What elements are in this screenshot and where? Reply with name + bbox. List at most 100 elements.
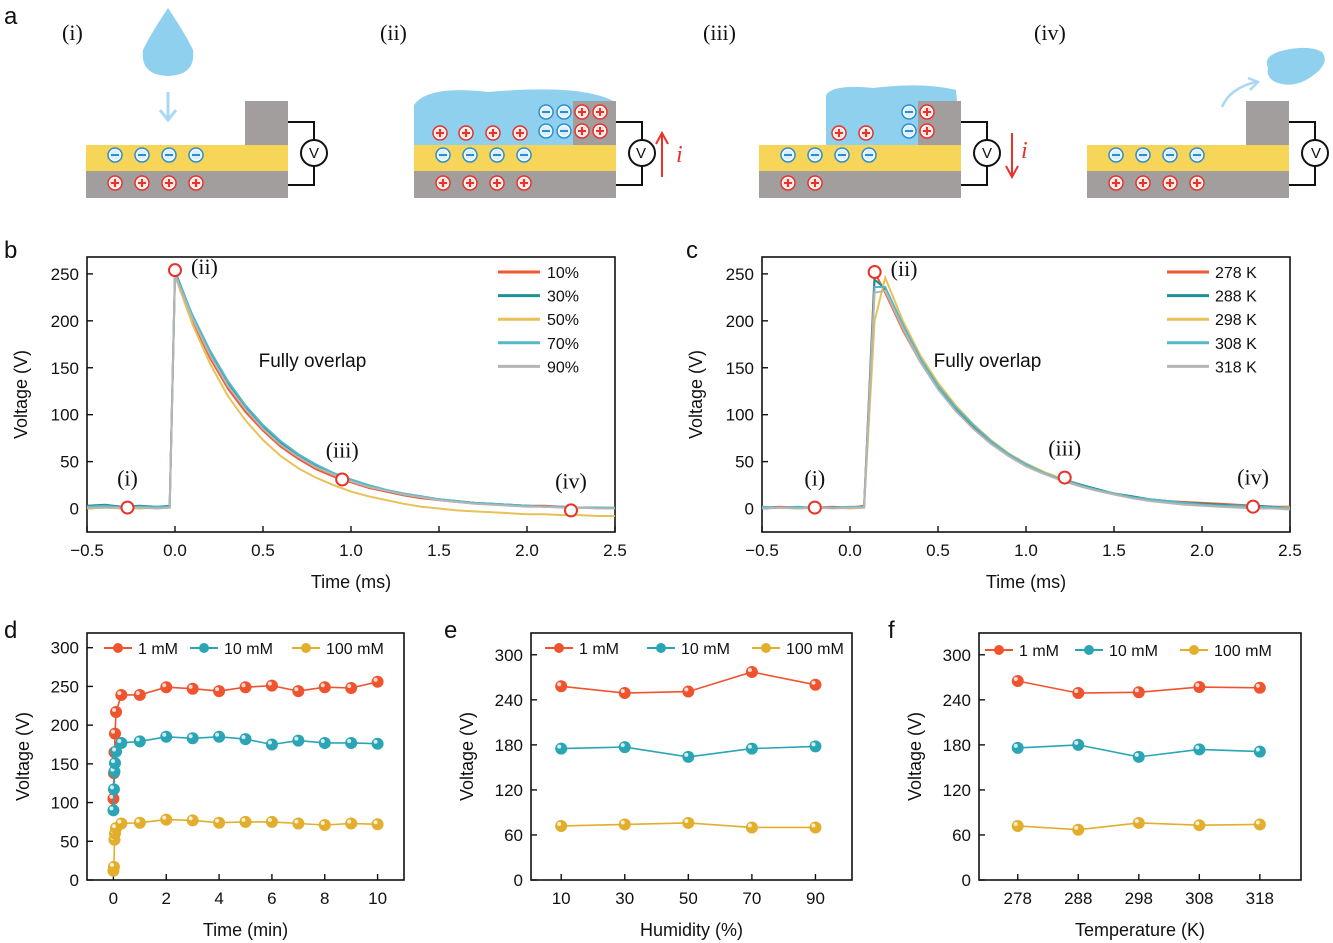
- data-point: [1132, 816, 1145, 829]
- data-point: [555, 819, 568, 832]
- legend-item: 100 mM: [1180, 643, 1272, 660]
- x-tick-label: 278: [1004, 889, 1032, 908]
- x-tick-label: 1.0: [339, 541, 363, 560]
- stage-marker-label: (i): [117, 466, 138, 491]
- data-point: [618, 818, 631, 831]
- positive-charge: [188, 175, 204, 191]
- series-278K: [761, 268, 1290, 509]
- negative-charge: [188, 147, 204, 163]
- legend-label: 10 mM: [681, 641, 730, 658]
- y-tick-label: 150: [726, 359, 754, 378]
- y-tick-label: 150: [51, 755, 79, 774]
- x-tick-label: −0.5: [70, 541, 104, 560]
- data-point-highlight: [747, 668, 752, 673]
- data-point-highlight: [557, 821, 562, 826]
- series-70: [86, 272, 615, 509]
- panel-label-e: e: [444, 617, 457, 644]
- data-point: [292, 817, 305, 830]
- data-point-highlight: [320, 738, 325, 743]
- x-tick-label: 90: [806, 889, 825, 908]
- negative-charge: [161, 147, 177, 163]
- data-point: [292, 685, 305, 698]
- y-tick-label: 240: [495, 691, 523, 710]
- top-electrode: [1246, 101, 1289, 145]
- data-point: [213, 816, 226, 829]
- data-point-highlight: [109, 794, 114, 799]
- annotation-text: Fully overlap: [259, 351, 367, 372]
- data-point-highlight: [241, 683, 246, 688]
- chart-c: −0.5 0.0 0.5 1.0 1.5 2.0 2.5 0 50 100 150 200 250 Tim…: [686, 256, 1302, 592]
- circuit-wire: [288, 121, 315, 186]
- negative-charge: [1162, 147, 1178, 163]
- positive-charge: [107, 175, 123, 191]
- data-point-highlight: [373, 739, 378, 744]
- data-point: [1132, 750, 1145, 763]
- data-point: [1253, 818, 1266, 831]
- y-tick-label: 300: [51, 639, 79, 658]
- data-point: [1072, 823, 1085, 836]
- voltmeter-icon: [300, 139, 328, 167]
- data-point-highlight: [1074, 689, 1079, 694]
- data-point-highlight: [241, 735, 246, 740]
- series-10: [86, 273, 616, 510]
- series-1mM: [555, 666, 822, 700]
- y-tick-label: 200: [726, 312, 754, 331]
- legend-label: 100 mM: [326, 641, 384, 658]
- data-point: [186, 732, 199, 745]
- y-tick-label: 300: [943, 646, 971, 665]
- data-point: [809, 821, 822, 834]
- y-tick-label: 150: [51, 359, 79, 378]
- legend-item: 318 K: [1167, 359, 1257, 376]
- x-axis-label: Humidity (%): [640, 920, 743, 940]
- annotation-text: Fully overlap: [934, 351, 1042, 372]
- legend-marker: [1189, 645, 1199, 655]
- negative-charge: [807, 147, 823, 163]
- y-tick-label: 0: [514, 871, 523, 890]
- positive-charge: [574, 123, 590, 139]
- x-tick-label: −0.5: [745, 541, 779, 560]
- legend-label: 10%: [547, 265, 579, 282]
- data-point-highlight: [215, 687, 220, 692]
- data-point: [213, 730, 226, 743]
- data-point-highlight: [294, 736, 299, 741]
- negative-charge: [901, 104, 917, 120]
- data-point-highlight: [109, 862, 114, 867]
- data-point-highlight: [320, 683, 325, 688]
- data-point: [1011, 741, 1024, 754]
- series-10mM: [107, 730, 384, 817]
- series-100mM: [1011, 816, 1266, 836]
- data-point-highlight: [811, 823, 816, 828]
- data-point-highlight: [684, 752, 689, 757]
- negative-charge: [1135, 147, 1151, 163]
- data-point: [265, 815, 278, 828]
- series-line: [112, 681, 378, 799]
- positive-charge: [1135, 175, 1151, 191]
- x-axis-label: Time (min): [203, 920, 288, 940]
- legend-label: 10 mM: [224, 641, 273, 658]
- data-point: [618, 687, 631, 700]
- x-tick-label: 10: [552, 889, 571, 908]
- stage-marker: [564, 503, 578, 518]
- stage-marker-label: (iii): [326, 437, 359, 462]
- series-line: [112, 735, 378, 811]
- negative-charge: [516, 147, 532, 163]
- legend-label: 100 mM: [786, 641, 844, 658]
- data-point-highlight: [1255, 820, 1260, 825]
- legend-label: 1 mM: [579, 641, 619, 658]
- x-tick-label: 0.0: [838, 541, 862, 560]
- data-point-highlight: [1195, 745, 1200, 750]
- x-axis-label: Time (ms): [986, 572, 1066, 592]
- data-point: [292, 734, 305, 747]
- circuit-wire: [616, 121, 643, 186]
- x-axis-label: Time (ms): [311, 572, 391, 592]
- x-tick-label: 2.5: [603, 541, 627, 560]
- legend-marker: [656, 643, 666, 653]
- negative-charge: [556, 123, 572, 139]
- stage-marker-label: (ii): [891, 256, 918, 281]
- voltmeter-label-ii: V: [636, 145, 646, 162]
- data-point-highlight: [1074, 825, 1079, 830]
- legend-item: 30%: [498, 289, 579, 306]
- positive-charge: [435, 175, 451, 191]
- data-point: [115, 736, 128, 749]
- data-point-highlight: [111, 729, 116, 734]
